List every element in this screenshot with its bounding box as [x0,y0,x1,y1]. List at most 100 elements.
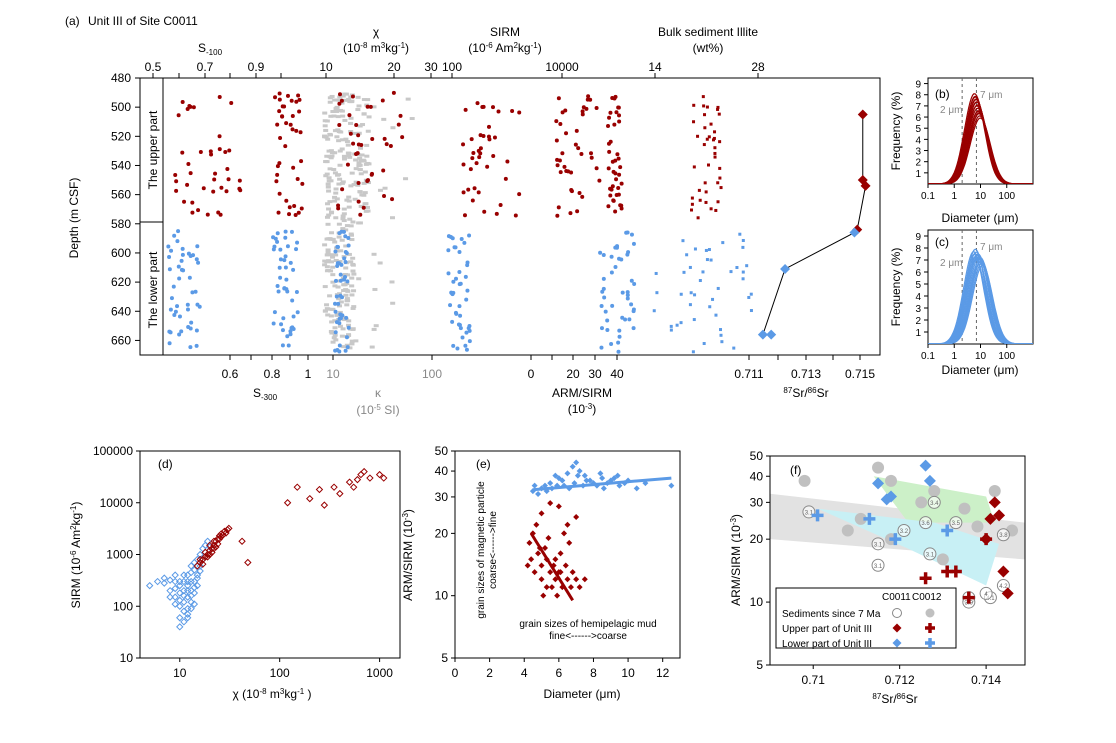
upper-point [569,569,576,576]
lower-point [176,264,181,269]
upper-point [554,138,559,143]
kappa-point [381,117,387,121]
sr-profile-line [762,114,867,336]
upper-point [696,216,700,220]
upper-point [276,210,281,215]
kappa-point [348,116,354,120]
kappa-point [347,155,353,159]
upper-point [581,576,588,583]
kappa-point [324,253,330,257]
upper-point [355,151,360,156]
upper-point [285,93,290,98]
lower-point [343,234,348,239]
kappa-point [324,265,330,269]
lower-plus [889,533,902,546]
kappa-label: κ [375,386,382,400]
lower-point [337,321,342,326]
lower-point [183,581,192,590]
lower-point [346,243,351,248]
upper-point [238,537,246,545]
lower-point [344,251,349,256]
panel-f-xlabel: 87Sr/86Sr [872,692,917,706]
kappa-point [326,268,332,272]
panel-d-points [145,467,388,631]
lower-point [652,309,656,313]
upper-point [697,188,701,192]
lower-point [333,330,338,335]
y-tick-label: 1 [915,328,921,339]
upper-point [296,210,301,215]
y-tick-label: 100000 [93,444,133,458]
lower-point [172,312,177,317]
y-tick-label: 5 [915,124,921,135]
gray-point [841,524,854,537]
kappa-point [341,154,347,158]
kappa-point [342,157,348,161]
y-tick-label: 100 [113,599,133,613]
kappa-point [351,183,357,187]
kappa-point [344,297,350,301]
panel-b-ylabel: Frequency (%) [889,92,903,171]
panel-a-label: (a) [65,14,80,28]
lower-point [194,328,199,333]
chi-unit: (10-8 m3kg-1) [343,41,409,55]
lower-point [337,316,342,321]
legend-box [775,587,957,649]
kappa-point [344,140,350,144]
kappa-point [322,259,328,263]
lower-point [689,291,693,295]
lower-point [176,577,184,586]
y-tick-label: 6 [915,113,921,124]
upper-point [543,584,550,591]
kappa-point [343,266,349,270]
s300-label: S-300 [253,386,278,402]
panel-e-label: (e) [476,457,491,471]
upper-point [283,499,292,507]
kappa-point [351,305,357,309]
upper-point [584,106,589,111]
upper-point [288,122,293,127]
kappa-point [333,187,339,191]
lower-point [167,341,172,346]
lower-point [605,327,610,332]
upper-point [498,202,503,207]
depth-tick-label: 520 [111,129,131,143]
kappa-point [358,204,364,208]
upper-point [589,151,594,156]
upper-point [384,142,389,147]
kappa-point [343,288,349,292]
lower-point [629,278,634,283]
upper-point [558,170,563,175]
upper-point [369,172,374,177]
kappa-point [337,95,343,99]
upper-point [704,200,708,204]
kappa-point [333,338,339,342]
upper-point [390,197,395,202]
lower-point [741,277,745,281]
lower-point [277,265,282,270]
lower-point [605,318,610,323]
panel-c-xlabel: Diameter (μm) [942,363,1019,377]
kappa-point [346,97,352,101]
lower-point [463,274,468,279]
lower-point [623,317,628,322]
panel-e-annotation-vertical-2: coarse<------>fine [488,511,499,589]
lower-point [446,248,451,253]
kappa-point [326,259,332,263]
upper-point [580,112,585,117]
upper-point [209,152,214,157]
kappa-point [327,100,333,104]
lower-point [462,240,467,245]
kappa-point [345,151,351,155]
upper-point [562,164,567,169]
lower-point [343,348,348,353]
upper-point [564,168,569,173]
lower-point [624,230,629,235]
upper-point [336,489,344,498]
lower-point [617,334,622,339]
lower-point [285,244,290,249]
kappa-point [324,119,330,123]
upper-point [381,168,386,173]
upper-point [481,104,486,109]
